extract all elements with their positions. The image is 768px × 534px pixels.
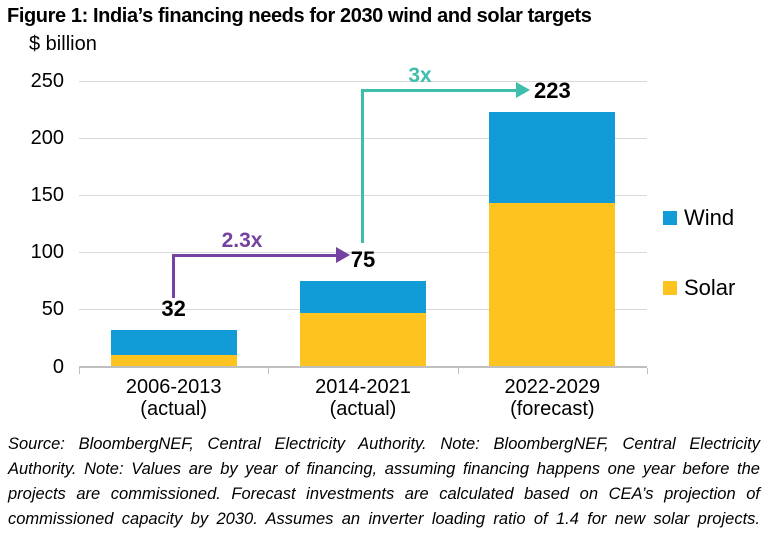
y-axis-tick-label-200: 200 bbox=[30, 127, 64, 150]
bar-wind-segment bbox=[110, 329, 237, 356]
growth-arrow-2-3x-arrowhead-icon bbox=[336, 247, 350, 263]
bar-total-label: 223 bbox=[533, 78, 571, 103]
y-axis-tick-label-50: 50 bbox=[41, 298, 64, 321]
legend-item-solar-label: Solar bbox=[684, 275, 736, 300]
legend-item-solar: Solar bbox=[663, 275, 735, 301]
x-axis-tick bbox=[457, 368, 459, 374]
bar-total-label: 75 bbox=[350, 246, 376, 272]
growth-arrow-3x-vertical bbox=[361, 90, 364, 243]
y-axis-tick-label-250: 250 bbox=[30, 70, 64, 93]
bar-wind-segment bbox=[489, 112, 616, 204]
growth-arrow-3x-arrowhead-icon bbox=[516, 82, 530, 98]
x-axis-category-label: 2022-2029 (forecast) bbox=[504, 375, 601, 420]
x-axis-tick bbox=[647, 368, 648, 374]
bar-total-label: 32 bbox=[161, 295, 186, 321]
growth-arrow-2-3x-horizontal bbox=[172, 254, 337, 257]
source-note-line: projects are commissioned. Forecast inve… bbox=[8, 485, 760, 503]
y-axis-tick-label-100: 100 bbox=[30, 241, 64, 264]
legend-item-wind: Wind bbox=[663, 205, 734, 231]
x-axis-line bbox=[79, 366, 647, 368]
source-note: Source: BloombergNEF, Central Electricit… bbox=[8, 432, 760, 532]
x-axis-category-label: 2014-2021 (actual) bbox=[315, 375, 411, 420]
wind-swatch-icon bbox=[663, 211, 677, 225]
bar-solar-segment bbox=[110, 355, 237, 367]
x-axis-category-label: 2006-2013 (actual) bbox=[125, 375, 222, 420]
bar-solar-segment bbox=[489, 203, 616, 367]
growth-arrow-3x-label: 3x bbox=[408, 64, 432, 87]
growth-arrow-3x-horizontal bbox=[361, 89, 517, 92]
x-axis-tick bbox=[268, 368, 270, 374]
growth-arrow-2-3x-vertical bbox=[172, 254, 175, 298]
bar-wind-segment bbox=[300, 280, 426, 313]
solar-swatch-icon bbox=[663, 281, 677, 295]
x-axis-tick bbox=[79, 368, 80, 374]
source-note-line: Source: BloombergNEF, Central Electricit… bbox=[8, 435, 760, 453]
source-note-line: commissioned capacity by 2030. Assumes a… bbox=[8, 510, 760, 528]
y-axis-tick-label-150: 150 bbox=[30, 184, 64, 207]
source-note-line: Authority. Note: Values are by year of f… bbox=[8, 460, 760, 478]
y-axis-unit-label: $ billion bbox=[29, 33, 97, 55]
bar-solar-segment bbox=[300, 312, 426, 367]
gridline-100 bbox=[79, 251, 647, 253]
legend-item-wind-label: Wind bbox=[684, 205, 735, 230]
figure-title: Figure 1: India’s financing needs for 20… bbox=[7, 5, 592, 27]
y-axis-tick-label-0: 0 bbox=[52, 355, 64, 378]
growth-arrow-2-3x-label: 2.3x bbox=[221, 229, 263, 252]
gridline-250 bbox=[79, 80, 647, 82]
